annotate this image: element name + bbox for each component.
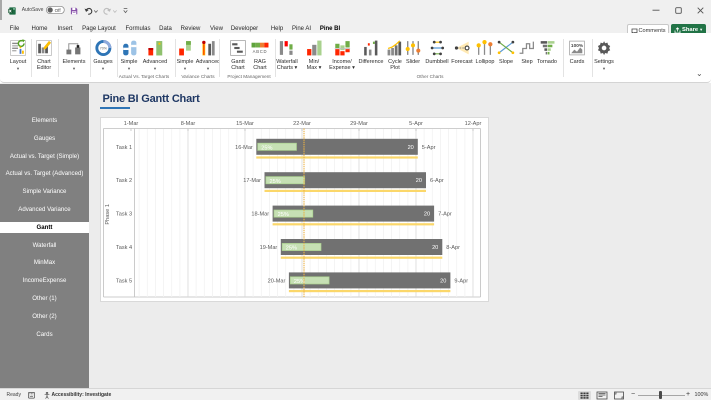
svg-text:7-Apr: 7-Apr	[438, 212, 452, 218]
svg-text:25%: 25%	[270, 179, 281, 185]
svg-text:8-Apr: 8-Apr	[446, 245, 460, 251]
svg-text:20: 20	[432, 245, 438, 251]
svg-text:18-Mar: 18-Mar	[251, 212, 269, 218]
svg-text:20-Mar: 20-Mar	[268, 278, 286, 284]
svg-text:25%: 25%	[278, 212, 289, 218]
svg-text:6-Apr: 6-Apr	[430, 178, 444, 184]
svg-text:16-Mar: 16-Mar	[235, 145, 253, 151]
svg-text:9-Apr: 9-Apr	[454, 278, 468, 284]
svg-text:5-Apr: 5-Apr	[409, 121, 423, 127]
svg-text:20: 20	[424, 212, 430, 218]
svg-text:Off: Off	[55, 8, 62, 13]
svg-text:Task 3: Task 3	[116, 212, 132, 218]
svg-text:Task 4: Task 4	[116, 245, 132, 251]
svg-text:12-Apr: 12-Apr	[465, 121, 482, 127]
svg-text:20: 20	[408, 145, 414, 151]
svg-text:20: 20	[440, 278, 446, 284]
svg-text:70%: 70%	[99, 46, 107, 50]
svg-text:Task 5: Task 5	[116, 278, 132, 284]
svg-text:Phase 1: Phase 1	[105, 204, 111, 225]
svg-text:25%: 25%	[294, 279, 305, 285]
svg-text:17-Mar: 17-Mar	[243, 178, 261, 184]
svg-text:1-Mar: 1-Mar	[124, 121, 139, 127]
svg-text:ABCD: ABCD	[253, 49, 268, 54]
svg-text:25%: 25%	[261, 145, 272, 151]
svg-text:19-Mar: 19-Mar	[260, 245, 278, 251]
svg-text:25%: 25%	[286, 246, 297, 252]
svg-text:29-Mar: 29-Mar	[350, 121, 368, 127]
svg-text:5-Apr: 5-Apr	[422, 145, 436, 151]
svg-text:22-Mar: 22-Mar	[293, 121, 311, 127]
svg-text:Task 2: Task 2	[116, 178, 132, 184]
svg-text:8-Mar: 8-Mar	[181, 121, 196, 127]
svg-text:20: 20	[416, 178, 422, 184]
svg-text:15-Mar: 15-Mar	[236, 121, 254, 127]
svg-text:Task 1: Task 1	[116, 145, 132, 151]
svg-text:100%: 100%	[571, 43, 584, 49]
